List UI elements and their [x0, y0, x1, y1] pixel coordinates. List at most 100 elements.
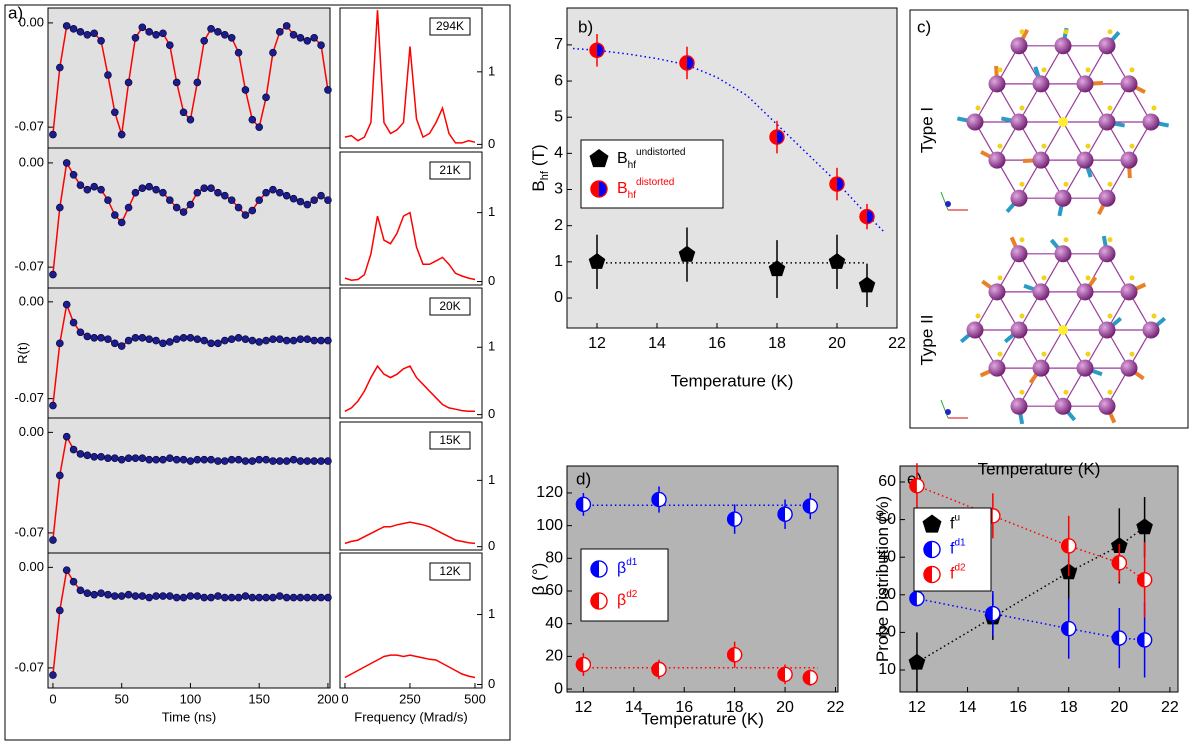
- y-axis-label-main: Probe Distribution (%): [873, 496, 892, 662]
- marker-half: [1061, 538, 1069, 553]
- data-point: [262, 593, 270, 602]
- structure-label: Type II: [917, 314, 936, 365]
- y-tick-label: 1: [488, 63, 495, 78]
- data-point: [145, 28, 153, 36]
- small-site: [1019, 105, 1025, 111]
- legend-sup: d2: [954, 562, 966, 573]
- marker-half: [860, 209, 867, 224]
- marker-half: [734, 647, 742, 662]
- data-point: [282, 457, 291, 465]
- legend-name: B: [617, 150, 628, 167]
- data-point: [56, 471, 64, 480]
- atom: [1098, 189, 1116, 207]
- atom: [966, 113, 984, 131]
- data-point: [303, 457, 312, 465]
- small-site: [1129, 67, 1135, 73]
- data-point: [97, 589, 105, 598]
- data-point: [241, 335, 250, 343]
- spectrum-line: [344, 364, 475, 413]
- data-point: [49, 401, 57, 410]
- marker: [985, 605, 1001, 622]
- data-point: [324, 457, 332, 465]
- data-point: [172, 203, 181, 212]
- small-site: [1019, 389, 1025, 395]
- atom: [1032, 283, 1050, 301]
- data-point: [282, 191, 291, 200]
- data-point: [179, 333, 188, 342]
- marker-half: [785, 667, 793, 682]
- y-tick-label: 0: [488, 406, 495, 421]
- data-point: [310, 593, 318, 602]
- data-point: [76, 586, 85, 595]
- y-tick-label: -0.07: [14, 119, 44, 134]
- data-point: [193, 335, 202, 343]
- data-point: [310, 457, 318, 465]
- marker: [802, 669, 818, 686]
- small-site: [1063, 181, 1069, 187]
- marker-half: [777, 130, 785, 145]
- marker: [909, 590, 925, 607]
- data-point: [276, 592, 284, 600]
- marker-half: [659, 492, 667, 507]
- y-tick-label: 100: [536, 517, 563, 534]
- y-tick-label: 1: [488, 472, 495, 487]
- atom: [1010, 245, 1028, 263]
- atom: [1054, 245, 1072, 263]
- marker-half: [1119, 631, 1127, 646]
- marker: [1061, 620, 1077, 637]
- axis-triad: [940, 399, 949, 419]
- annotation-box: [429, 17, 471, 36]
- data-point: [200, 455, 208, 464]
- data-point: [317, 41, 325, 50]
- annotation-box: [429, 297, 471, 316]
- x-tick-label: 22: [827, 699, 845, 716]
- data-point: [90, 590, 98, 599]
- data-point: [56, 606, 64, 615]
- data-point: [83, 31, 92, 39]
- atom: [1054, 397, 1072, 415]
- data-point: [131, 454, 140, 463]
- y-axis-label-main: R(t): [15, 342, 30, 364]
- atom: [1032, 359, 1050, 377]
- marker-rim: [726, 647, 743, 663]
- small-site: [1107, 389, 1113, 395]
- data-point: [166, 338, 174, 346]
- data-point: [145, 182, 153, 191]
- data-point: [117, 592, 126, 600]
- data-point: [76, 328, 85, 337]
- data-point: [248, 593, 257, 602]
- marker-half: [924, 541, 932, 558]
- data-point: [324, 336, 332, 345]
- marker-half: [576, 657, 584, 672]
- legend-name: B: [617, 180, 628, 197]
- data-point: [124, 590, 133, 599]
- data-point: [138, 23, 147, 32]
- marker-half: [727, 512, 735, 527]
- marker-rim: [923, 540, 941, 559]
- marker-rim: [777, 666, 793, 683]
- marker: [589, 149, 609, 168]
- data-point: [111, 454, 119, 463]
- small-site: [1129, 275, 1135, 281]
- y-axis-label: β (°): [529, 563, 548, 596]
- data-point: [179, 593, 188, 602]
- data-point: [214, 592, 222, 600]
- data-point: [83, 451, 92, 460]
- data-point: [269, 335, 277, 343]
- marker: [769, 129, 785, 145]
- y-tick-label: 7: [554, 36, 563, 53]
- marker-rim: [859, 208, 875, 225]
- atom: [1032, 75, 1050, 93]
- data-point: [179, 208, 188, 216]
- marker: [575, 496, 592, 513]
- data-point: [117, 342, 126, 350]
- atom: [1076, 75, 1094, 93]
- x-tick-label: 200: [317, 691, 339, 706]
- data-point: [56, 63, 64, 72]
- x-tick-label: 22: [888, 335, 906, 352]
- data-point: [255, 455, 263, 464]
- data-point: [186, 333, 195, 342]
- marker: [588, 253, 606, 269]
- marker-rim: [1136, 572, 1153, 588]
